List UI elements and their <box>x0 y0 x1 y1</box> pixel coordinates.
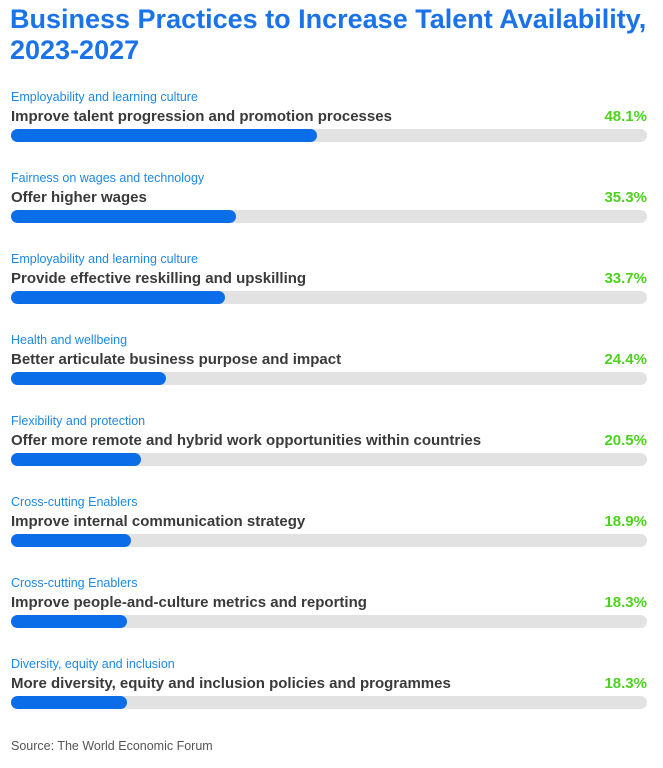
bar-track <box>11 291 647 304</box>
bar-value-label: 24.4% <box>604 351 647 368</box>
bar-value-label: 33.7% <box>604 270 647 287</box>
bar-row: Cross-cutting Enablers Improve people-and… <box>0 575 663 656</box>
bar-value-label: 18.9% <box>604 513 647 530</box>
bar-category-label: Cross-cutting Enablers <box>11 495 138 509</box>
bar-category-label: Cross-cutting Enablers <box>11 576 138 590</box>
bar-label: Provide effective reskilling and upskill… <box>11 270 307 287</box>
bar-category-label: Flexibility and protection <box>11 414 146 428</box>
bar-track <box>11 615 647 628</box>
bar-track <box>11 534 647 547</box>
bar-track <box>11 696 647 709</box>
bar-track <box>11 453 647 466</box>
bar-row: Diversity, equity and inclusion More dive… <box>0 656 663 737</box>
bar-row: Flexibility and protection Offer more rem… <box>0 413 663 494</box>
bar-category-label: Employability and learning culture <box>11 252 198 266</box>
bar-row: Employability and learning culture Improv… <box>0 89 663 170</box>
bar <box>11 372 167 385</box>
bar-value-label: 35.3% <box>604 189 647 206</box>
bar-category-label: Health and wellbeing <box>11 333 128 347</box>
bar-label: Offer higher wages <box>11 189 147 206</box>
bar-row: Health and wellbeing Better articulate bu… <box>0 332 663 413</box>
bar-value-label: 20.5% <box>604 432 647 449</box>
bar-label: More diversity, equity and inclusion pol… <box>11 675 451 692</box>
bar-chart: Employability and learning culture Improv… <box>0 89 663 737</box>
bar-label: Improve internal communication strategy <box>11 513 306 530</box>
bar-value-label: 18.3% <box>604 594 647 611</box>
bar-track <box>11 129 647 142</box>
bar-row: Fairness on wages and technology Offer hi… <box>0 170 663 251</box>
bar <box>11 291 226 304</box>
bar-label: Improve talent progression and promotion… <box>11 108 392 125</box>
bar <box>11 534 132 547</box>
source-note: Source: The World Economic Forum <box>11 739 213 753</box>
bar <box>11 615 128 628</box>
chart-title: Business Practices to Increase Talent Av… <box>10 4 647 65</box>
bar <box>11 210 236 223</box>
bar-track <box>11 372 647 385</box>
bar-category-label: Diversity, equity and inclusion <box>11 657 175 671</box>
bar-value-label: 18.3% <box>604 675 647 692</box>
bar-track <box>11 210 647 223</box>
bar-row: Employability and learning culture Provid… <box>0 251 663 332</box>
bar-value-label: 48.1% <box>604 108 647 125</box>
bar-label: Better articulate business purpose and i… <box>11 351 342 368</box>
bar-category-label: Employability and learning culture <box>11 90 198 104</box>
bar <box>11 696 128 709</box>
bar <box>11 453 142 466</box>
bar-category-label: Fairness on wages and technology <box>11 171 205 185</box>
bar <box>11 129 317 142</box>
bar-label: Offer more remote and hybrid work opport… <box>11 432 482 449</box>
bar-label: Improve people-and-culture metrics and r… <box>11 594 367 611</box>
bar-row: Cross-cutting Enablers Improve internal c… <box>0 494 663 575</box>
